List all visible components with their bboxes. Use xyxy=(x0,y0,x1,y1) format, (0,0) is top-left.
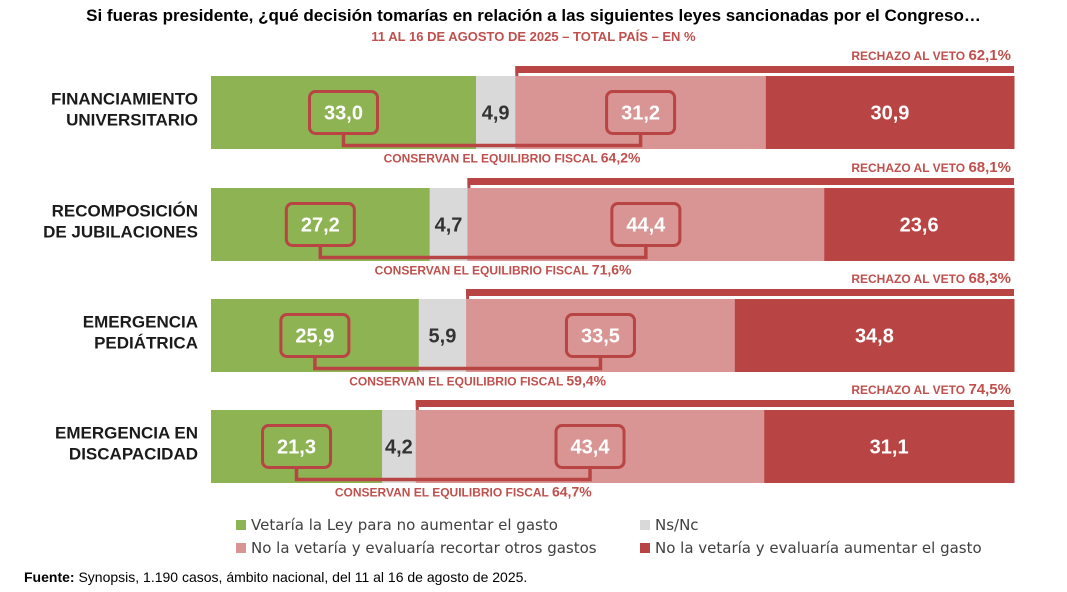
rechazo-label: RECHAZO AL VETO 68,1% xyxy=(851,159,1011,176)
legend-swatch-pink xyxy=(236,543,246,553)
legend-label: No la vetaría y evaluaría aumentar el ga… xyxy=(655,539,982,557)
bar-segment xyxy=(475,76,516,149)
bar-segment xyxy=(824,188,1015,261)
rechazo-bracket-tick xyxy=(467,178,471,188)
data-label: 5,9 xyxy=(429,326,457,348)
legend-swatch-red xyxy=(640,543,650,553)
data-label: 4,7 xyxy=(435,215,463,237)
category-label: DISCAPACIDAD xyxy=(69,445,198,464)
legend-item-vetaria: Vetaría la Ley para no aumentar el gasto xyxy=(236,516,558,534)
category-label: RECOMPOSICIÓN xyxy=(52,202,198,221)
category-label: FINANCIAMIENTO xyxy=(51,90,198,109)
rechazo-value: 68,1% xyxy=(968,159,1011,176)
data-label: 27,2 xyxy=(301,215,340,237)
data-label: 21,3 xyxy=(277,437,316,459)
legend-item-recortar: No la vetaría y evaluaría recortar otros… xyxy=(236,539,597,557)
chart-title: Si fueras presidente, ¿qué decisión toma… xyxy=(86,6,981,25)
rechazo-prefix: RECHAZO AL VETO xyxy=(851,161,968,175)
conservan-prefix: CONSERVAN EL EQUILIBRIO FISCAL xyxy=(384,152,601,166)
rechazo-bracket-tick xyxy=(415,400,419,410)
rechazo-label: RECHAZO AL VETO 62,1% xyxy=(851,47,1011,64)
bar-segment xyxy=(764,410,1015,483)
bar-segment xyxy=(382,410,417,483)
conservan-label: CONSERVAN EL EQUILIBRIO FISCAL 64,2% xyxy=(384,150,641,166)
chart-subtitle: 11 AL 16 DE AGOSTO DE 2025 – TOTAL PAÍS … xyxy=(371,29,696,44)
conservan-bracket xyxy=(313,356,603,371)
rechazo-bracket-bar xyxy=(515,66,1014,73)
data-label: 44,4 xyxy=(626,215,666,237)
rechazo-label: RECHAZO AL VETO 74,5% xyxy=(851,381,1011,398)
data-label: 30,9 xyxy=(870,103,909,125)
rechazo-prefix: RECHAZO AL VETO xyxy=(851,49,968,63)
legend-swatch-green xyxy=(236,520,246,530)
rechazo-bracket-bar xyxy=(466,289,1015,296)
conservan-value: 64,2% xyxy=(601,150,641,166)
rechazo-bracket-bar xyxy=(415,400,1014,407)
conservan-label: CONSERVAN EL EQUILIBRIO FISCAL 71,6% xyxy=(375,262,632,278)
conservan-value: 71,6% xyxy=(592,262,632,278)
data-label: 34,8 xyxy=(855,326,894,348)
conservan-bracket xyxy=(318,245,648,260)
conservan-label: CONSERVAN EL EQUILIBRIO FISCAL 64,7% xyxy=(335,484,592,500)
legend-swatch-grey xyxy=(640,520,650,530)
legend-label: Ns/Nc xyxy=(655,516,699,534)
conservan-prefix: CONSERVAN EL EQUILIBRIO FISCAL xyxy=(375,264,592,278)
conservan-value: 59,4% xyxy=(566,373,606,389)
category-label: EMERGENCIA EN xyxy=(55,424,198,443)
conservan-label: CONSERVAN EL EQUILIBRIO FISCAL 59,4% xyxy=(349,373,606,389)
rechazo-bracket-tick xyxy=(466,289,470,299)
bar-segment xyxy=(734,299,1015,372)
rechazo-label: RECHAZO AL VETO 68,3% xyxy=(851,270,1011,287)
rechazo-bracket-bar xyxy=(467,178,1014,185)
rechazo-value: 62,1% xyxy=(968,47,1011,64)
legend-item-nsnc: Ns/Nc xyxy=(640,516,699,534)
category-label: UNIVERSITARIO xyxy=(66,111,198,130)
data-label: 4,2 xyxy=(385,437,413,459)
rechazo-bracket-tick xyxy=(515,66,519,76)
conservan-value: 64,7% xyxy=(552,484,592,500)
legend-label: Vetaría la Ley para no aumentar el gasto xyxy=(251,516,558,534)
data-label: 23,6 xyxy=(900,215,939,237)
source-text: Synopsis, 1.190 casos, ámbito nacional, … xyxy=(74,569,528,585)
bar-segment xyxy=(418,299,467,372)
legend-item-aumentar: No la vetaría y evaluaría aumentar el ga… xyxy=(640,539,982,557)
data-label: 25,9 xyxy=(295,326,334,348)
conservan-prefix: CONSERVAN EL EQUILIBRIO FISCAL xyxy=(335,486,552,500)
conservan-bracket xyxy=(294,467,592,482)
conservan-prefix: CONSERVAN EL EQUILIBRIO FISCAL xyxy=(349,375,566,389)
rechazo-prefix: RECHAZO AL VETO xyxy=(851,383,968,397)
rechazo-value: 74,5% xyxy=(968,381,1011,398)
data-label: 4,9 xyxy=(482,103,510,125)
conservan-bracket xyxy=(341,133,643,148)
rechazo-prefix: RECHAZO AL VETO xyxy=(851,272,968,286)
stacked-bar-chart: RECHAZO AL VETO 62,1% 33,0 4,9 31,2 30,9 CONS… xyxy=(43,47,1015,500)
legend-label: No la vetaría y evaluaría recortar otros… xyxy=(251,539,597,557)
data-label: 31,2 xyxy=(621,103,660,125)
data-label: 31,1 xyxy=(870,437,909,459)
data-label: 43,4 xyxy=(571,437,611,459)
source-note: Fuente: Synopsis, 1.190 casos, ámbito na… xyxy=(24,569,527,585)
category-label: DE JUBILACIONES xyxy=(43,223,198,242)
rechazo-value: 68,3% xyxy=(968,270,1011,287)
bar-segment xyxy=(765,76,1015,149)
bar-segment xyxy=(429,188,468,261)
source-label: Fuente: xyxy=(24,569,75,585)
category-label: EMERGENCIA xyxy=(83,313,198,332)
data-label: 33,5 xyxy=(581,326,620,348)
category-label: PEDIÁTRICA xyxy=(94,334,198,353)
data-label: 33,0 xyxy=(324,103,363,125)
